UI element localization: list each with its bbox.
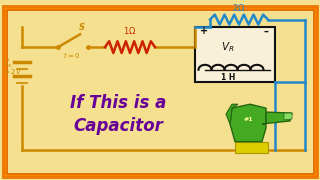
Text: +: +: [200, 26, 208, 36]
Text: If This is a: If This is a: [70, 94, 166, 112]
Polygon shape: [226, 104, 238, 124]
Polygon shape: [262, 112, 292, 124]
Text: –: –: [263, 26, 268, 36]
Text: Capacitor: Capacitor: [73, 117, 163, 135]
Text: 1 H: 1 H: [221, 73, 235, 82]
Text: $t=0$: $t=0$: [63, 50, 81, 60]
Polygon shape: [284, 113, 292, 120]
Text: $V_R$: $V_R$: [221, 40, 235, 54]
Text: $1\Omega$: $1\Omega$: [123, 25, 137, 36]
Polygon shape: [235, 142, 268, 153]
Text: $= 2V$: $= 2V$: [2, 67, 22, 76]
Polygon shape: [230, 104, 266, 142]
Text: $V_s$: $V_s$: [2, 58, 13, 70]
Text: $2\Omega$: $2\Omega$: [232, 2, 246, 13]
Text: S: S: [79, 23, 85, 32]
Text: #1: #1: [243, 117, 253, 122]
Bar: [195, 27, 275, 82]
